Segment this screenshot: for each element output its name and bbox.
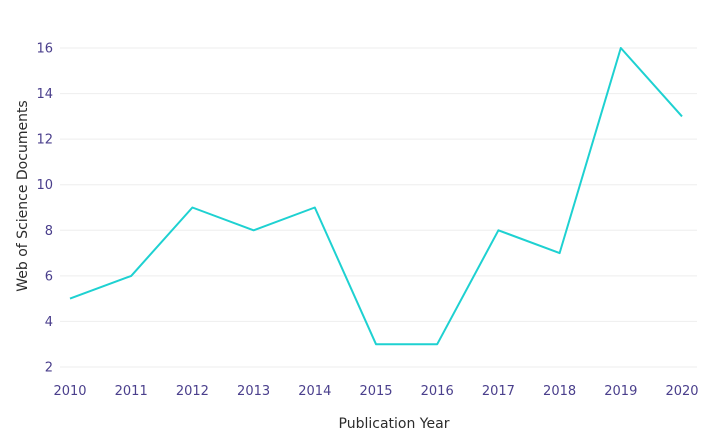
y-tick-label: 6 bbox=[45, 269, 53, 284]
x-tick-label: 2010 bbox=[53, 384, 86, 399]
x-tick-label: 2019 bbox=[604, 384, 637, 399]
data-point[interactable] bbox=[434, 341, 440, 347]
data-point[interactable] bbox=[189, 205, 195, 211]
x-tick-label: 2018 bbox=[543, 384, 576, 399]
y-tick-label: 16 bbox=[36, 42, 53, 57]
x-axis-ticks: 2010 2011 2012 2013 2014 2015 2016 2017 2018 2019… bbox=[53, 384, 698, 399]
y-tick-label: 4 bbox=[45, 315, 53, 330]
y-tick-label: 12 bbox=[36, 133, 53, 148]
x-tick-label: 2012 bbox=[176, 384, 209, 399]
y-tick-label: 8 bbox=[45, 224, 53, 239]
y-axis-title: Web of Science Documents bbox=[15, 100, 31, 291]
x-tick-label: 2017 bbox=[482, 384, 515, 399]
data-point[interactable] bbox=[128, 273, 134, 279]
series-line bbox=[69, 47, 683, 346]
data-point[interactable] bbox=[251, 227, 257, 233]
x-tick-label: 2016 bbox=[421, 384, 454, 399]
x-tick-label: 2011 bbox=[115, 384, 148, 399]
x-axis-title: Publication Year bbox=[339, 416, 450, 432]
y-tick-label: 2 bbox=[45, 361, 53, 376]
data-point[interactable] bbox=[312, 205, 318, 211]
series-layer bbox=[67, 45, 685, 347]
data-point[interactable] bbox=[495, 227, 501, 233]
data-point[interactable] bbox=[373, 341, 379, 347]
data-point[interactable] bbox=[618, 45, 624, 51]
x-tick-label: 2020 bbox=[665, 384, 698, 399]
data-point[interactable] bbox=[67, 296, 73, 302]
x-tick-label: 2014 bbox=[298, 384, 331, 399]
y-axis-ticks: 2 4 6 8 10 12 14 16 bbox=[36, 42, 53, 376]
x-tick-label: 2015 bbox=[359, 384, 392, 399]
y-tick-label: 14 bbox=[36, 87, 53, 102]
gridlines bbox=[60, 47, 697, 368]
y-tick-label: 10 bbox=[36, 178, 53, 193]
data-point[interactable] bbox=[557, 250, 563, 256]
x-tick-label: 2013 bbox=[237, 384, 270, 399]
data-point[interactable] bbox=[679, 113, 685, 119]
